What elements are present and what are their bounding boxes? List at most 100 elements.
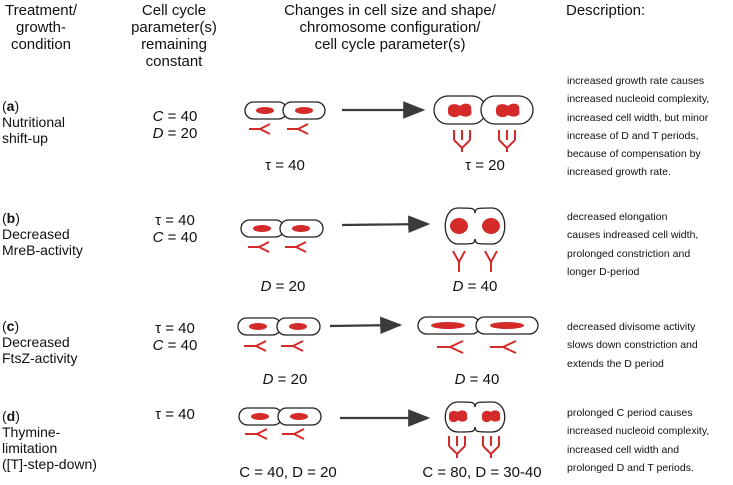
row-label-line: limitation <box>2 440 58 456</box>
row-a-params: C = 40 D = 20 <box>125 108 225 142</box>
cell-row-d-after <box>444 401 506 458</box>
nucleoid <box>256 107 274 114</box>
nucleoid <box>450 218 468 234</box>
row-b-label: (b) Decreased MreB-activity <box>2 210 83 258</box>
row-a-after-caption: τ = 20 <box>465 157 505 174</box>
header-treatment-line: condition <box>10 36 72 53</box>
header-changes-line: chromosome configuration/ <box>299 19 481 36</box>
row-label-line: Decreased <box>2 334 70 350</box>
arrow-row-b <box>341 215 431 234</box>
description-line: increased nucleoid complexity, <box>567 93 710 106</box>
row-c-letter: (c) <box>2 318 20 334</box>
header-description: Description: <box>566 2 646 19</box>
cell-row-c-after <box>417 316 539 354</box>
row-label-line: Decreased <box>2 226 70 242</box>
header-constant-line: parameter(s) <box>131 19 217 36</box>
row-b-after-caption: D = 40 <box>452 278 498 295</box>
arrow-row-c <box>329 316 403 335</box>
row-c-description: decreased divisome activity slows down c… <box>567 318 733 373</box>
row-b-params: τ = 40 C = 40 <box>125 212 225 246</box>
description-line: extends the D period <box>567 357 664 370</box>
cell-row-c-before <box>237 317 321 352</box>
nucleoid <box>253 225 271 232</box>
replication-fork-icon <box>453 130 516 152</box>
header-constant-line: Cell cycle <box>141 2 207 19</box>
nucleoid <box>251 413 269 420</box>
cell-row-d-before <box>238 407 322 440</box>
replication-fork-icon <box>452 250 498 272</box>
nucleoid <box>448 410 468 423</box>
header-treatment-line: Treatment/ <box>5 2 77 19</box>
nucleoid <box>290 413 308 420</box>
replication-fork-icon <box>437 340 517 354</box>
row-d-before-caption: C = 40, D = 20 <box>239 464 337 481</box>
row-label-line: shift-up <box>2 130 48 146</box>
row-c-label: (c) Decreased FtsZ-activity <box>2 318 77 366</box>
row-d-params: τ = 40 <box>125 406 225 423</box>
param: C = 40 <box>152 337 198 354</box>
description-line: prolonged D and T periods. <box>567 461 694 474</box>
row-c-after-caption: D = 40 <box>454 371 500 388</box>
replication-fork-icon <box>248 241 307 253</box>
description-line: longer D-period <box>567 265 640 278</box>
header-changes: Changes in cell size and shape/ chromoso… <box>245 2 535 53</box>
row-d-letter: (d) <box>2 408 20 424</box>
param: D = 20 <box>152 125 198 142</box>
description-line: slows down constriction and <box>567 339 698 352</box>
param: τ = 40 <box>155 320 195 337</box>
header-treatment: Treatment/ growth- condition <box>0 2 82 53</box>
row-c-params: τ = 40 C = 40 <box>125 320 225 354</box>
param: C = 40 <box>152 108 198 125</box>
description-line: increased cell width and <box>567 443 680 456</box>
cell-row-b-before <box>240 219 324 253</box>
row-a-letter: (a) <box>2 98 20 114</box>
header-changes-line: Changes in cell size and shape/ <box>284 2 496 19</box>
nucleoid <box>292 225 310 232</box>
nucleoid <box>481 410 501 423</box>
nucleoid <box>490 322 524 329</box>
description-line: decreased divisome activity <box>567 321 696 333</box>
description-line: increase of D and T periods, <box>567 129 699 142</box>
row-b-letter: (b) <box>2 210 20 226</box>
replication-fork-icon <box>245 428 305 440</box>
row-a-before-caption: τ = 40 <box>265 157 305 174</box>
row-c-before-caption: D = 20 <box>262 371 308 388</box>
row-d-description: prolonged C period causes increased nucl… <box>567 404 733 477</box>
description-line: prolonged C period causes <box>567 407 693 419</box>
cell-row-a-after <box>433 95 534 152</box>
replication-fork-icon <box>249 123 309 135</box>
row-b-description: decreased elongation causes indreased ce… <box>567 208 733 281</box>
replication-fork-icon <box>448 436 500 458</box>
header-constant: Cell cycle parameter(s) remaining consta… <box>124 2 224 70</box>
description-line: increased cell width, but minor <box>567 111 709 124</box>
cell-row-b-after <box>444 207 506 272</box>
description-line: increased growth rate. <box>567 166 671 179</box>
row-label-line: Thymine- <box>2 424 61 440</box>
header-constant-line: remaining <box>141 36 207 53</box>
description-line: increased growth rate causes <box>567 75 705 87</box>
row-d-label: (d) Thymine- limitation ([T]-step-down) <box>2 408 97 472</box>
row-d-after-caption: C = 80, D = 30-40 <box>422 464 542 481</box>
row-label-line: ([T]-step-down) <box>2 456 97 472</box>
description-line: decreased elongation <box>567 211 668 223</box>
nucleoid <box>447 103 472 118</box>
header-treatment-line: growth- <box>15 19 67 36</box>
nucleoid <box>295 107 313 114</box>
nucleoid <box>495 103 520 118</box>
description-line: because of compensation by <box>567 148 701 161</box>
nucleoid <box>482 218 500 234</box>
param: τ = 40 <box>155 406 195 423</box>
header-changes-line: cell cycle parameter(s) <box>314 36 466 53</box>
header-constant-line: constant <box>145 53 203 70</box>
description-line: increased nucleoid complexity, <box>567 425 710 438</box>
description-line: prolonged constriction and <box>567 247 691 260</box>
row-label-line: MreB-activity <box>2 242 83 258</box>
row-a-label: (a) Nutritional shift-up <box>2 98 65 146</box>
nucleoid <box>431 322 465 329</box>
param: C = 40 <box>152 229 198 246</box>
row-label-line: Nutritional <box>2 114 66 130</box>
cell-row-a-before <box>244 101 326 135</box>
row-label-line: FtsZ-activity <box>2 350 78 366</box>
replication-fork-icon <box>244 340 304 352</box>
